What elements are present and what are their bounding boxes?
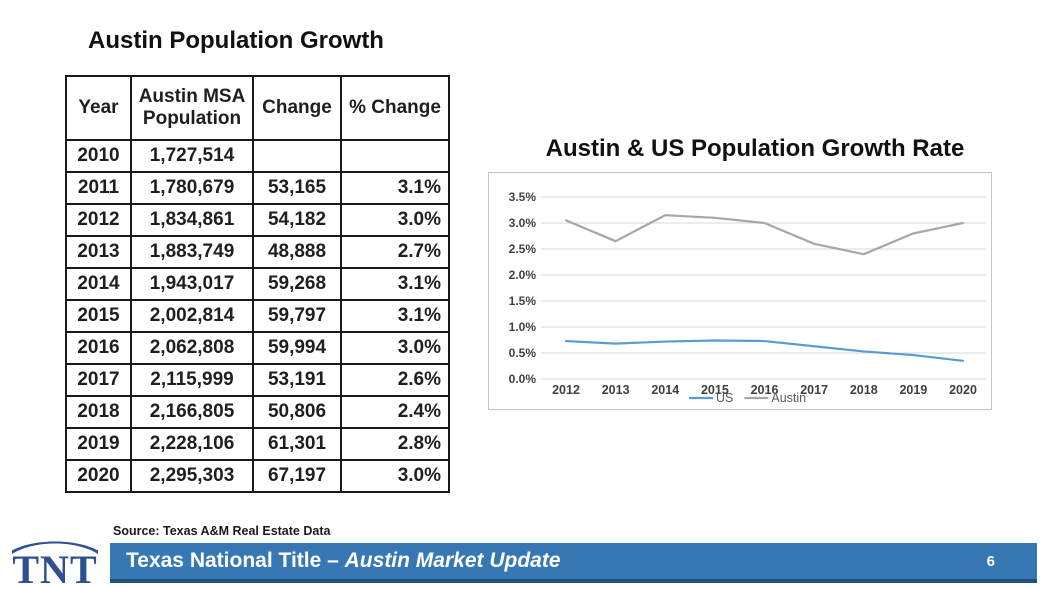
- year-cell: 2019: [65, 427, 132, 461]
- y-axis-tick-label: 1.5%: [509, 294, 537, 308]
- y-axis-tick-label: 0.0%: [509, 372, 537, 386]
- population-cell: 1,943,017: [130, 267, 254, 301]
- table-row: 2020 2,295,303 67,197 3.0%: [65, 459, 450, 493]
- column-header-population: Austin MSA Population: [130, 75, 254, 141]
- legend-label-austin: Austin: [771, 391, 806, 405]
- change-cell: 50,806: [252, 395, 342, 429]
- change-cell: 67,197: [252, 459, 342, 493]
- x-axis-tick-label: 2013: [602, 383, 630, 397]
- pct-change-cell: 2.4%: [340, 395, 450, 429]
- bridge-arc-icon: [12, 541, 98, 554]
- table-header-row: Year Austin MSA Population Change % Chan…: [65, 75, 450, 141]
- y-axis-tick-label: 2.5%: [509, 242, 537, 256]
- legend-label-us: US: [716, 391, 733, 405]
- x-axis-tick-label: 2012: [552, 383, 580, 397]
- footer-title-subtitle: Austin Market Update: [344, 549, 561, 572]
- pct-change-cell: 2.8%: [340, 427, 450, 461]
- pct-change-cell: 3.1%: [340, 171, 450, 205]
- year-cell: 2016: [65, 331, 132, 365]
- pct-change-cell: [340, 139, 450, 173]
- table-row: 2017 2,115,999 53,191 2.6%: [65, 363, 450, 397]
- footer-bar: Texas National Title – Austin Market Upd…: [110, 543, 1037, 583]
- year-cell: 2011: [65, 171, 132, 205]
- column-header-year: Year: [65, 75, 132, 141]
- change-cell: [252, 139, 342, 173]
- x-axis-tick-label: 2016: [751, 383, 779, 397]
- table-row: 2016 2,062,808 59,994 3.0%: [65, 331, 450, 365]
- svg-text:TNT: TNT: [12, 547, 97, 587]
- population-cell: 2,002,814: [130, 299, 254, 333]
- y-axis-tick-label: 3.5%: [509, 190, 537, 204]
- population-cell: 2,062,808: [130, 331, 254, 365]
- x-axis-tick-label: 2020: [949, 383, 977, 397]
- x-axis-tick-label: 2019: [899, 383, 927, 397]
- line-chart-canvas: 3.5% 3.0% 2.5% 2.0% 1.5% 1.0% 0.5% 0.0% 2012 2013…: [509, 190, 986, 405]
- population-table: Year Austin MSA Population Change % Chan…: [65, 75, 450, 493]
- year-cell: 2017: [65, 363, 132, 397]
- population-cell: 1,727,514: [130, 139, 254, 173]
- pct-change-cell: 2.7%: [340, 235, 450, 269]
- tnt-logo: TNT: [12, 541, 98, 587]
- population-cell: 2,295,303: [130, 459, 254, 493]
- change-cell: 48,888: [252, 235, 342, 269]
- table-row: 2012 1,834,861 54,182 3.0%: [65, 203, 450, 237]
- pct-change-cell: 3.0%: [340, 331, 450, 365]
- year-cell: 2010: [65, 139, 132, 173]
- change-cell: 59,994: [252, 331, 342, 365]
- pct-change-cell: 3.1%: [340, 267, 450, 301]
- population-cell: 2,166,805: [130, 395, 254, 429]
- population-cell: 1,883,749: [130, 235, 254, 269]
- population-cell: 1,780,679: [130, 171, 254, 205]
- pct-change-cell: 3.1%: [340, 299, 450, 333]
- y-axis-tick-label: 3.0%: [509, 216, 537, 230]
- year-cell: 2020: [65, 459, 132, 493]
- table-row: 2018 2,166,805 50,806 2.4%: [65, 395, 450, 429]
- table-row: 2014 1,943,017 59,268 3.1%: [65, 267, 450, 301]
- footer-title-main: Texas National Title –: [126, 549, 345, 572]
- table-row: 2011 1,780,679 53,165 3.1%: [65, 171, 450, 205]
- change-cell: 54,182: [252, 203, 342, 237]
- column-header-change: Change: [252, 75, 342, 141]
- x-axis-tick-label: 2015: [701, 383, 729, 397]
- y-axis-tick-label: 2.0%: [509, 268, 537, 282]
- y-axis-tick-label: 0.5%: [509, 346, 537, 360]
- pct-change-cell: 3.0%: [340, 203, 450, 237]
- population-cell: 1,834,861: [130, 203, 254, 237]
- y-axis-tick-label: 1.0%: [509, 320, 537, 334]
- population-cell: 2,115,999: [130, 363, 254, 397]
- page-number: 6: [986, 552, 995, 570]
- year-cell: 2014: [65, 267, 132, 301]
- change-cell: 59,268: [252, 267, 342, 301]
- series-line-austin: [564, 214, 965, 256]
- growth-rate-chart: 3.5% 3.0% 2.5% 2.0% 1.5% 1.0% 0.5% 0.0% 2012 2013…: [488, 172, 992, 410]
- table-row: 2015 2,002,814 59,797 3.1%: [65, 299, 450, 333]
- change-cell: 61,301: [252, 427, 342, 461]
- footer-title: Texas National Title – Austin Market Upd…: [126, 549, 561, 573]
- year-cell: 2018: [65, 395, 132, 429]
- year-cell: 2015: [65, 299, 132, 333]
- pct-change-cell: 3.0%: [340, 459, 450, 493]
- column-header-pct-change: % Change: [340, 75, 450, 141]
- series-line-us: [564, 339, 965, 362]
- x-axis-tick-label: 2014: [651, 383, 679, 397]
- table-title: Austin Population Growth: [88, 27, 384, 54]
- chart-title: Austin & US Population Growth Rate: [545, 135, 965, 162]
- pct-change-cell: 2.6%: [340, 363, 450, 397]
- change-cell: 59,797: [252, 299, 342, 333]
- population-cell: 2,228,106: [130, 427, 254, 461]
- table-row: 2013 1,883,749 48,888 2.7%: [65, 235, 450, 269]
- change-cell: 53,191: [252, 363, 342, 397]
- year-cell: 2012: [65, 203, 132, 237]
- source-note: Source: Texas A&M Real Estate Data: [113, 524, 331, 538]
- table-row: 2019 2,228,106 61,301 2.8%: [65, 427, 450, 461]
- x-axis-tick-label: 2018: [850, 383, 878, 397]
- year-cell: 2013: [65, 235, 132, 269]
- change-cell: 53,165: [252, 171, 342, 205]
- table-row: 2010 1,727,514: [65, 139, 450, 173]
- x-axis-tick-label: 2017: [800, 383, 828, 397]
